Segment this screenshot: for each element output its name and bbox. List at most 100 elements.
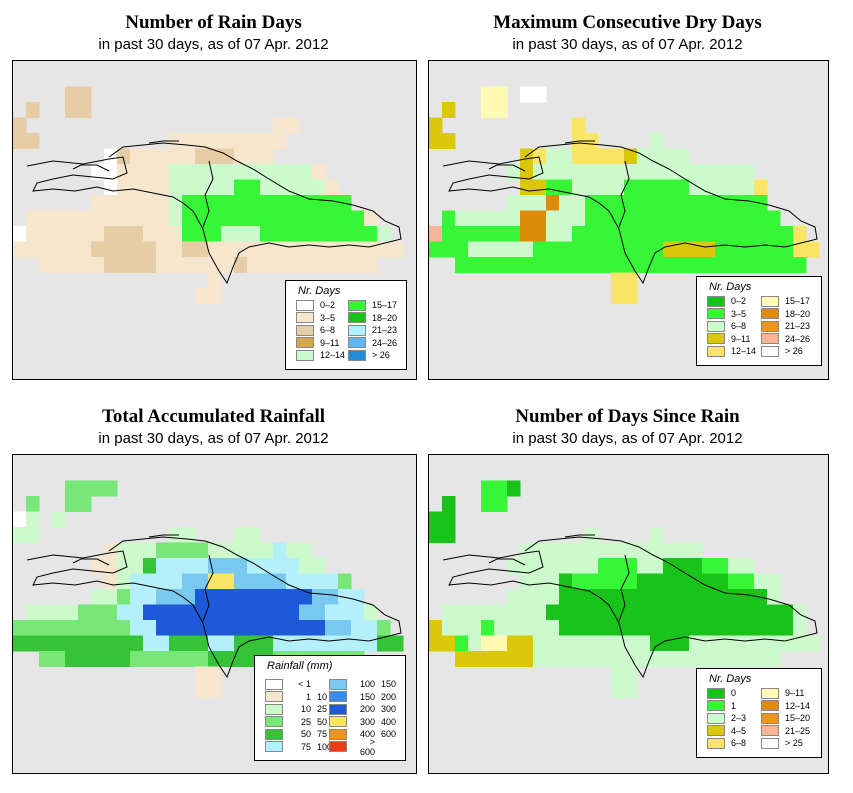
- grid-cell: [377, 620, 391, 636]
- legend-label: 12–14: [320, 350, 346, 361]
- grid-cell: [273, 542, 287, 559]
- grid-cell: [325, 620, 339, 636]
- grid-cell: [208, 164, 222, 180]
- legend-item: 100 150: [329, 678, 407, 691]
- grid-cell: [533, 604, 547, 621]
- legend-item: 18–20: [348, 312, 397, 325]
- grid-cell: [104, 195, 118, 211]
- grid-cell: [559, 635, 573, 652]
- grid-cell: [728, 179, 742, 196]
- legend-label: 24–26: [372, 337, 398, 348]
- grid-cell: [273, 210, 287, 227]
- legend-label: 3–5: [320, 312, 336, 323]
- grid-cell: [286, 257, 300, 273]
- legend-label: 0–2: [731, 296, 747, 307]
- grid-cell: [546, 179, 560, 196]
- grid-cell: [637, 195, 651, 211]
- grid-cell: [572, 179, 586, 196]
- legend-item: 0–2: [296, 299, 345, 312]
- grid-cell: [13, 511, 27, 528]
- legend-item: 1 10: [265, 691, 343, 704]
- legend-item: 50 75: [265, 728, 343, 741]
- legend-swatch: [329, 691, 347, 703]
- grid-cell: [728, 257, 742, 273]
- grid-cell: [221, 558, 235, 574]
- grid-cell: [195, 558, 209, 574]
- grid-cell: [520, 635, 534, 652]
- grid-cell: [559, 620, 573, 636]
- grid-cell: [156, 195, 170, 211]
- grid-cell: [520, 226, 534, 242]
- grid-cell: [13, 635, 27, 652]
- grid-cell: [143, 148, 157, 165]
- grid-cell: [325, 226, 339, 242]
- grid-cell: [767, 604, 781, 621]
- grid-cell: [715, 604, 729, 621]
- legend-label-low: < 1: [298, 679, 311, 690]
- grid-cell: [338, 604, 352, 621]
- grid-cell: [39, 210, 53, 227]
- legend-total-rainfall: Rainfall (mm) < 1 1 10 10 25 25 50 50 75 75 1…: [254, 655, 406, 761]
- grid-cell: [117, 651, 131, 667]
- grid-cell: [182, 148, 196, 165]
- legend-item: 15–17: [348, 299, 397, 312]
- grid-cell: [637, 651, 651, 667]
- grid-cell: [663, 620, 677, 636]
- legend-label: 18–20: [372, 312, 398, 323]
- grid-cell: [494, 241, 508, 258]
- grid-cell: [156, 589, 170, 605]
- grid-cell: [169, 148, 183, 165]
- grid-cell: [793, 620, 807, 636]
- grid-cell: [546, 573, 560, 590]
- grid-cell: [169, 589, 183, 605]
- grid-cell: [312, 558, 326, 574]
- grid-cell: [104, 635, 118, 652]
- grid-cell: [585, 635, 599, 652]
- grid-cell: [234, 226, 248, 242]
- grid-cell: [663, 257, 677, 273]
- grid-cell: [741, 589, 755, 605]
- grid-cell: [715, 164, 729, 180]
- grid-cell: [572, 226, 586, 242]
- grid-cell: [208, 272, 222, 289]
- grid-cell: [546, 589, 560, 605]
- grid-cell: [663, 241, 677, 258]
- grid-cell: [572, 542, 586, 559]
- grid-cell: [221, 589, 235, 605]
- grid-cell: [208, 195, 222, 211]
- legend-item: 2–3: [707, 712, 746, 725]
- grid-cell: [533, 179, 547, 196]
- grid-cell: [429, 241, 443, 258]
- grid-cell: [65, 635, 79, 652]
- grid-cell: [13, 117, 27, 134]
- grid-cell: [104, 241, 118, 258]
- grid-cell: [455, 226, 469, 242]
- grid-cell: [442, 133, 456, 149]
- legend-swatch: [348, 299, 366, 311]
- grid-cell: [754, 241, 768, 258]
- grid-cell: [234, 542, 248, 559]
- grid-cell: [195, 133, 209, 149]
- grid-cell: [273, 573, 287, 590]
- grid-cell: [260, 620, 274, 636]
- grid-cell: [260, 210, 274, 227]
- grid-cell: [702, 179, 716, 196]
- grid-cell: [728, 226, 742, 242]
- legend-item: 150 200: [329, 691, 407, 704]
- legend-swatch: [707, 737, 725, 749]
- grid-cell: [338, 241, 352, 258]
- grid-cell: [182, 210, 196, 227]
- grid-cell: [143, 241, 157, 258]
- grid-cell: [182, 195, 196, 211]
- grid-cell: [559, 589, 573, 605]
- legend-item: 6–8: [707, 737, 746, 750]
- grid-cell: [338, 210, 352, 227]
- grid-cell: [611, 666, 625, 683]
- grid-cell: [351, 635, 365, 652]
- grid-cell: [78, 604, 92, 621]
- grid-cell: [507, 620, 521, 636]
- grid-cell: [741, 651, 755, 667]
- legend-item: 15–17: [761, 295, 810, 308]
- panel-subtitle: in past 30 days, as of 07 Apr. 2012: [98, 36, 329, 53]
- grid-cell: [611, 272, 625, 289]
